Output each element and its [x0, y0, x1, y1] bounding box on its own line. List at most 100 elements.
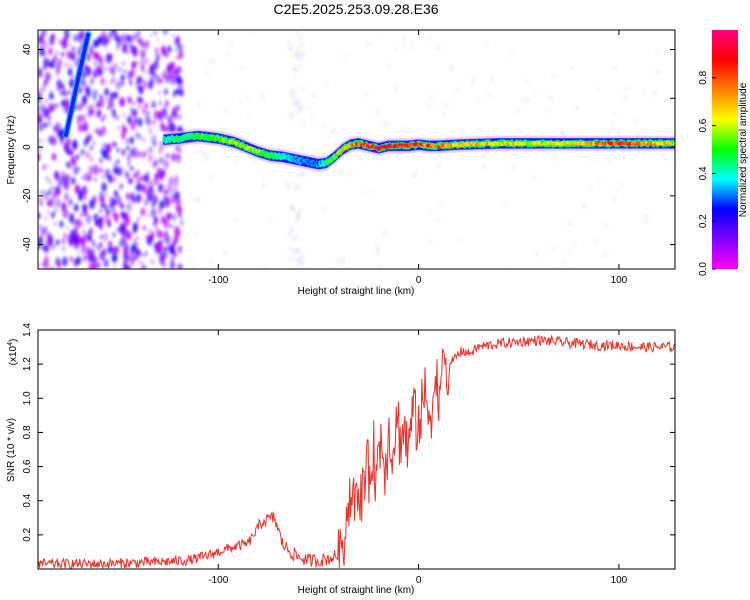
noise-speckle [121, 212, 126, 220]
noise-speckle [140, 58, 146, 68]
noise-speckle [289, 245, 292, 252]
noise-speckle [296, 173, 300, 178]
noise-speckle [136, 60, 140, 66]
noise-speckle [122, 126, 128, 134]
noise-speckle [55, 103, 59, 108]
colorbar: 0.0 0.2 0.4 0.6 0.8 Normalized spectral ampl… [698, 30, 749, 276]
noise-speckle [38, 223, 42, 231]
noise-speckle [112, 108, 115, 114]
noise-speckle [590, 186, 593, 192]
noise-speckle [129, 79, 133, 85]
noise-speckle [127, 70, 133, 80]
noise-speckle [42, 58, 45, 62]
noise-speckle [173, 175, 179, 185]
noise-speckle [140, 175, 144, 182]
noise-speckle [533, 176, 537, 180]
noise-speckle [159, 255, 162, 260]
noise-speckle [144, 104, 147, 108]
noise-speckle [299, 256, 303, 261]
noise-speckle [115, 115, 119, 121]
noise-speckle [297, 57, 300, 62]
noise-speckle [198, 148, 202, 154]
noise-speckle [596, 88, 599, 93]
noise-speckle [177, 66, 182, 73]
noise-speckle [122, 43, 128, 54]
noise-speckle [400, 127, 403, 133]
noise-speckle [131, 62, 136, 69]
noise-speckle [81, 103, 83, 107]
noise-speckle [191, 266, 196, 269]
noise-speckle [104, 88, 109, 96]
noise-speckle [112, 232, 116, 238]
noise-speckle [376, 248, 381, 255]
noise-speckle [152, 194, 158, 205]
noise-speckle [170, 113, 173, 117]
noise-speckle [102, 203, 104, 207]
noise-speckle [165, 235, 171, 245]
noise-speckle [294, 51, 298, 56]
noise-speckle [602, 254, 607, 259]
spectrogram-y-label: Frequency (Hz) [6, 116, 17, 185]
noise-speckle [80, 213, 83, 218]
noise-speckle [73, 166, 79, 176]
noise-speckle [150, 259, 154, 265]
noise-speckle [85, 65, 88, 70]
noise-speckle [490, 76, 495, 83]
noise-speckle [84, 172, 90, 182]
noise-speckle [86, 245, 89, 250]
noise-speckle [135, 241, 138, 246]
noise-speckle [113, 189, 118, 198]
noise-speckle [45, 175, 49, 181]
noise-speckle [111, 253, 118, 263]
noise-speckle [100, 235, 103, 239]
noise-speckle [568, 250, 572, 256]
noise-speckle [526, 79, 529, 84]
noise-speckle [290, 93, 295, 100]
noise-speckle [38, 154, 41, 161]
noise-speckle [69, 256, 73, 262]
noise-speckle [177, 246, 183, 255]
noise-speckle [180, 84, 184, 89]
noise-speckle [60, 83, 64, 89]
noise-speckle [507, 265, 511, 269]
noise-speckle [101, 175, 104, 180]
noise-speckle [158, 183, 164, 193]
noise-speckle [126, 145, 130, 151]
noise-speckle [45, 245, 50, 253]
noise-speckle [78, 115, 82, 121]
noise-speckle [164, 230, 168, 236]
noise-speckle [51, 186, 54, 191]
noise-speckle [322, 206, 326, 213]
colorbar-gradient [712, 30, 738, 269]
noise-speckle [66, 93, 69, 97]
noise-speckle [137, 103, 142, 110]
noise-speckle [44, 71, 51, 82]
noise-speckle [141, 253, 144, 257]
noise-speckle [158, 146, 164, 155]
noise-speckle [38, 235, 44, 245]
noise-speckle [44, 57, 49, 64]
noise-speckle [104, 96, 107, 101]
noise-speckle [89, 202, 93, 209]
noise-speckle [39, 46, 45, 57]
noise-speckle [116, 249, 119, 254]
noise-speckle [179, 88, 184, 97]
noise-speckle [523, 97, 526, 103]
noise-speckle [142, 137, 146, 143]
noise-speckle [334, 140, 338, 146]
noise-speckle [70, 64, 72, 68]
noise-speckle [376, 30, 380, 33]
noise-speckle [59, 89, 63, 96]
noise-speckle [105, 47, 108, 51]
colorbar-tick-label: 0.6 [698, 118, 709, 132]
noise-speckle [118, 67, 121, 73]
noise-speckle [656, 69, 660, 75]
noise-speckle [575, 106, 580, 111]
noise-speckle [133, 172, 137, 179]
y-tick-label: 0.2 [22, 527, 33, 541]
noise-speckle [292, 207, 295, 212]
noise-speckle [545, 108, 549, 113]
noise-speckle [427, 103, 431, 109]
noise-speckle [154, 173, 159, 181]
noise-speckle [82, 254, 87, 262]
